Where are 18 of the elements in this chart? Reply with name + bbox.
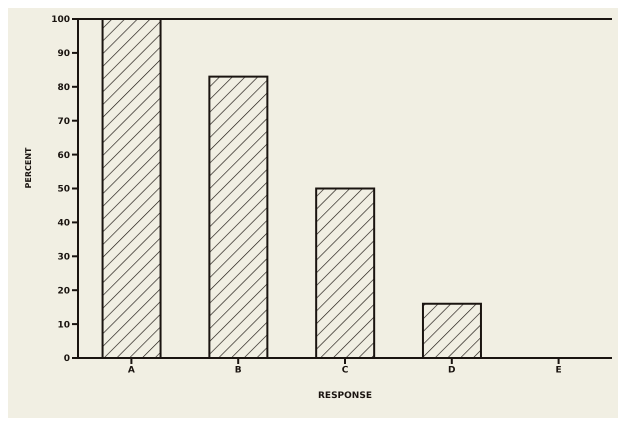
y-tick-label: 100 bbox=[51, 15, 70, 26]
x-tick-label: E bbox=[556, 365, 562, 376]
x-tick-label: C bbox=[342, 365, 349, 376]
y-tick-label: 30 bbox=[57, 252, 70, 262]
x-tick-label: D bbox=[448, 365, 456, 376]
y-tick-label: 50 bbox=[57, 184, 70, 195]
y-axis-title: PERCENT bbox=[24, 146, 33, 188]
y-tick-label: 90 bbox=[57, 49, 70, 60]
y-tick-label: 20 bbox=[57, 286, 70, 296]
y-tick-label: 80 bbox=[57, 82, 70, 93]
x-tick-label: A bbox=[128, 365, 135, 376]
y-tick-label: 10 bbox=[57, 320, 70, 330]
x-axis-title: RESPONSE bbox=[318, 391, 372, 401]
y-tick-label: 60 bbox=[57, 150, 70, 161]
y-tick-label: 70 bbox=[57, 116, 70, 127]
y-tick-label: 40 bbox=[57, 218, 70, 229]
x-tick-label: B bbox=[234, 365, 242, 376]
y-tick-label: 0 bbox=[64, 354, 70, 364]
